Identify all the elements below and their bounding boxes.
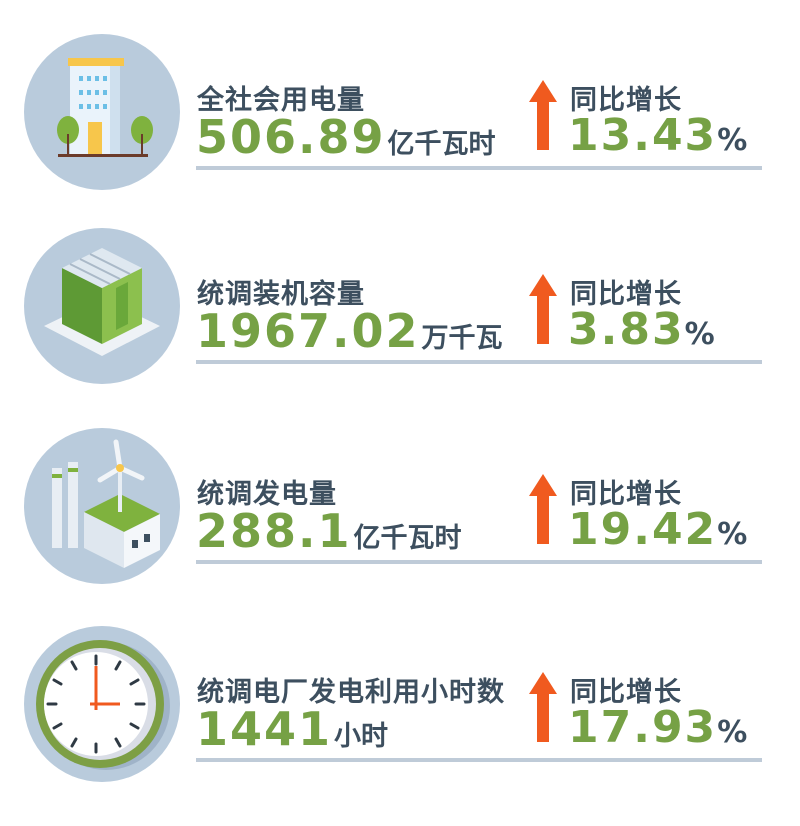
stat-title: 统调电厂发电利用小时数 bbox=[197, 677, 505, 708]
divider bbox=[196, 360, 762, 364]
up-arrow-icon bbox=[529, 274, 557, 344]
clock-icon bbox=[24, 626, 180, 782]
stat-unit: 万千瓦 bbox=[421, 323, 503, 354]
yoy-label: 同比增长 bbox=[570, 279, 682, 310]
stat-number: 506.89 bbox=[196, 110, 386, 164]
stat-number: 1441 bbox=[196, 702, 333, 756]
stat-row-electricity-consumption: 全社会用电量 506.89亿千瓦时 同比增长 13.43% bbox=[0, 34, 800, 234]
office-building-icon bbox=[24, 34, 180, 190]
percent-sign: % bbox=[717, 123, 748, 158]
up-arrow-icon bbox=[529, 672, 557, 742]
yoy-number: 19.42 bbox=[568, 504, 718, 555]
stat-title: 全社会用电量 bbox=[197, 85, 365, 116]
yoy-number: 17.93 bbox=[568, 702, 718, 753]
stat-value: 1967.02万千瓦 bbox=[196, 304, 503, 358]
yoy-number: 13.43 bbox=[568, 110, 718, 161]
stat-title: 统调发电量 bbox=[197, 479, 337, 510]
stat-unit: 亿千瓦时 bbox=[387, 129, 496, 160]
percent-sign: % bbox=[717, 517, 748, 552]
percent-sign: % bbox=[684, 317, 715, 352]
yoy-label: 同比增长 bbox=[570, 85, 682, 116]
stat-unit: 小时 bbox=[334, 721, 389, 752]
factory-wind-turbine-icon bbox=[24, 428, 180, 584]
percent-sign: % bbox=[717, 715, 748, 750]
stat-row-power-generation: 统调发电量 288.1亿千瓦时 同比增长 19.42% bbox=[0, 428, 800, 628]
yoy-label: 同比增长 bbox=[570, 677, 682, 708]
stat-value: 288.1亿千瓦时 bbox=[196, 504, 462, 558]
yoy-value: 13.43% bbox=[568, 110, 747, 161]
stat-unit: 亿千瓦时 bbox=[353, 523, 462, 554]
stat-row-utilization-hours: 统调电厂发电利用小时数 1441小时 同比增长 17.93% bbox=[0, 626, 800, 826]
stat-value: 506.89亿千瓦时 bbox=[196, 110, 496, 164]
divider bbox=[196, 166, 762, 170]
stat-value: 1441小时 bbox=[196, 702, 388, 756]
divider bbox=[196, 560, 762, 564]
yoy-label: 同比增长 bbox=[570, 479, 682, 510]
yoy-number: 3.83 bbox=[568, 304, 685, 355]
stat-number: 288.1 bbox=[196, 504, 352, 558]
yoy-value: 19.42% bbox=[568, 504, 747, 555]
up-arrow-icon bbox=[529, 80, 557, 150]
stat-number: 1967.02 bbox=[196, 304, 420, 358]
yoy-value: 17.93% bbox=[568, 702, 747, 753]
up-arrow-icon bbox=[529, 474, 557, 544]
stat-row-installed-capacity: 统调装机容量 1967.02万千瓦 同比增长 3.83% bbox=[0, 228, 800, 428]
divider bbox=[196, 758, 762, 762]
power-plant-building-icon bbox=[24, 228, 180, 384]
stat-title: 统调装机容量 bbox=[197, 279, 365, 310]
yoy-value: 3.83% bbox=[568, 304, 715, 355]
